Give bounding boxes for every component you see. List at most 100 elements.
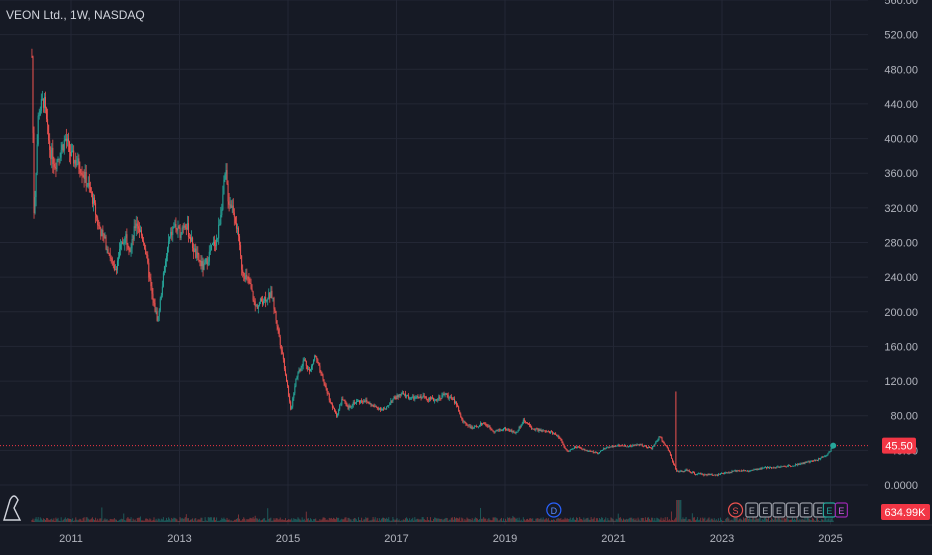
candle-body — [645, 445, 647, 448]
candle-body — [304, 359, 306, 362]
candle-body — [266, 299, 268, 302]
candle-body — [793, 465, 795, 467]
candle-body — [706, 474, 708, 476]
volume-bar — [667, 520, 669, 522]
volume-bar — [374, 517, 376, 522]
candle-body — [552, 432, 554, 434]
volume-bar — [330, 517, 332, 522]
candle-body — [818, 458, 820, 461]
volume-bar — [375, 520, 377, 522]
candle-body — [55, 168, 57, 169]
candle-body — [515, 432, 517, 433]
volume-bar — [269, 518, 271, 522]
candle-body — [567, 451, 569, 453]
y-tick-label: 120.00 — [884, 376, 918, 388]
volume-bar — [826, 520, 828, 522]
volume-bar — [697, 517, 699, 522]
volume-bar — [288, 519, 290, 522]
volume-bar — [134, 519, 136, 522]
volume-bar — [52, 519, 54, 522]
volume-bar — [621, 520, 623, 522]
volume-bar — [347, 517, 349, 522]
volume-bar — [629, 517, 631, 522]
volume-bar — [205, 520, 207, 522]
candle-body — [751, 469, 753, 471]
candle-body — [36, 144, 38, 174]
volume-bar — [393, 519, 395, 522]
candle-body — [163, 266, 165, 273]
candle-body — [279, 336, 281, 346]
candle-body — [131, 239, 133, 249]
volume-bar — [351, 520, 353, 522]
volume-bar — [150, 519, 152, 522]
volume-bar — [680, 500, 682, 522]
candle-body — [565, 448, 567, 450]
volume-bar — [750, 519, 752, 522]
volume-bar — [111, 519, 113, 522]
candle-body — [585, 450, 587, 451]
volume-bar — [435, 517, 437, 522]
volume-bar — [494, 517, 496, 522]
volume-bar — [142, 520, 144, 522]
candle-body — [282, 354, 284, 360]
volume-bar — [445, 517, 447, 522]
volume-bar — [126, 518, 128, 522]
candle-body — [223, 179, 225, 195]
candle-body — [829, 451, 831, 453]
volume-bar — [694, 520, 696, 522]
candle-body — [79, 168, 81, 173]
candle-body — [116, 260, 118, 270]
volume-bar — [224, 518, 226, 522]
volume-bar — [238, 514, 240, 522]
candle-body — [621, 445, 623, 447]
candle-body — [730, 472, 732, 473]
candle-body — [102, 229, 104, 234]
volume-bar — [541, 519, 543, 522]
candle-body — [404, 393, 406, 397]
candle-body — [351, 405, 353, 407]
volume-bar — [624, 519, 626, 522]
volume-bar — [597, 520, 599, 522]
volume-bar — [283, 519, 285, 522]
volume-bar — [704, 517, 706, 522]
volume-bar — [78, 519, 80, 522]
candle-body — [207, 261, 209, 265]
candle-body — [806, 461, 808, 463]
candle-body — [709, 474, 711, 476]
volume-bar — [751, 519, 753, 522]
volume-bar — [764, 517, 766, 522]
volume-bar — [725, 518, 727, 522]
candle-body — [549, 431, 551, 434]
candle-body — [481, 422, 483, 425]
volume-bar — [794, 518, 796, 522]
candle-body — [596, 452, 598, 454]
volume-bar — [33, 520, 35, 522]
volume-bar — [339, 520, 341, 522]
candle-body — [342, 399, 344, 400]
volume-bar — [622, 518, 624, 522]
volume-bar — [716, 520, 718, 522]
candle-body — [299, 370, 301, 371]
volume-bar — [251, 518, 253, 522]
candle-body — [663, 441, 665, 444]
volume-badge — [881, 504, 930, 520]
candle-body — [197, 252, 199, 255]
volume-bar — [566, 518, 568, 522]
candle-body — [156, 311, 158, 321]
candle-body — [622, 445, 624, 447]
candle-body — [441, 395, 443, 399]
volume-bar — [39, 517, 41, 522]
candle-body — [556, 434, 558, 437]
volume-bar — [302, 519, 304, 522]
candle-body — [129, 250, 131, 252]
volume-bar — [367, 517, 369, 522]
volume-bar — [133, 520, 135, 522]
candle-body — [408, 395, 410, 398]
volume-bar — [617, 513, 619, 522]
volume-bar — [130, 517, 132, 522]
candle-body — [101, 229, 103, 237]
volume-bar — [136, 517, 138, 522]
volume-bar — [88, 519, 90, 522]
